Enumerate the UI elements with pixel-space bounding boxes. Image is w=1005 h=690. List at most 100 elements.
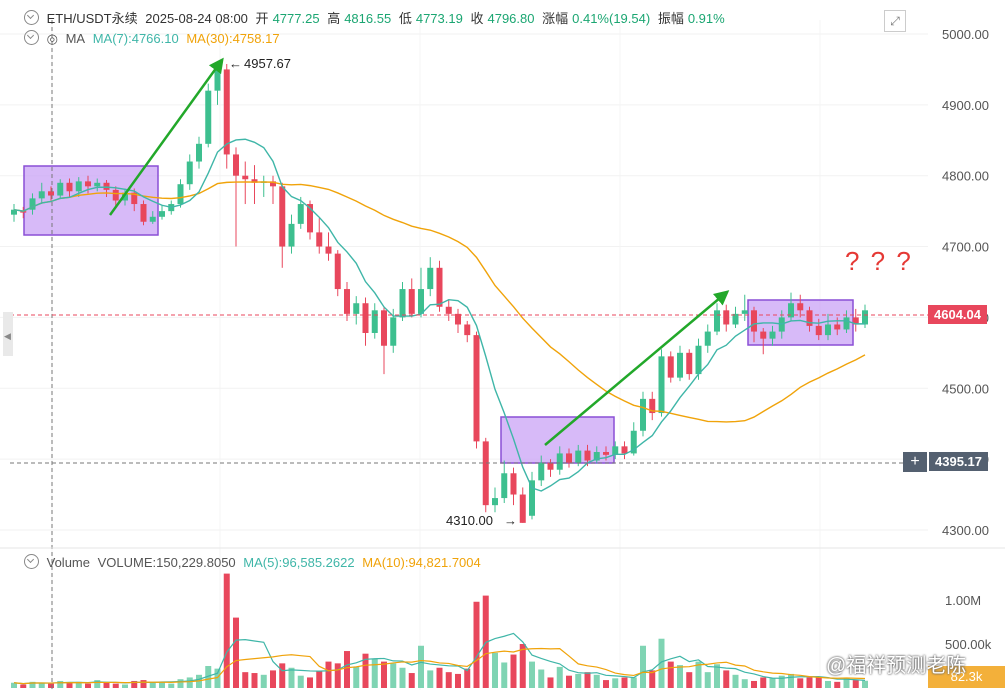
candle-body xyxy=(196,143,202,162)
volume-bar xyxy=(547,677,554,688)
open-value: 4777.25 xyxy=(272,11,320,26)
volume-bar xyxy=(843,678,850,688)
volume-bar xyxy=(38,682,45,688)
volume-bar xyxy=(797,678,804,688)
candle-body xyxy=(621,446,628,454)
volume-bar xyxy=(788,673,794,688)
candle-body xyxy=(751,310,757,332)
volume-bar xyxy=(825,680,831,688)
volume-bar xyxy=(704,672,711,688)
volume-bar xyxy=(677,665,683,688)
candle-body xyxy=(658,356,665,414)
volume-collapse-icon[interactable] xyxy=(24,554,39,569)
volume-bar xyxy=(214,668,221,688)
candle-body xyxy=(242,175,249,180)
candle-body xyxy=(575,450,582,463)
fullscreen-icon[interactable]: ⤢ xyxy=(884,10,906,32)
candle-body xyxy=(399,289,406,318)
volume-ma10-line xyxy=(13,647,866,685)
candle-body xyxy=(695,345,702,375)
candle-body xyxy=(852,317,859,325)
candle-body xyxy=(223,69,230,155)
candle-body xyxy=(538,462,545,481)
volume-bar xyxy=(279,663,286,688)
price-tick: 4500.00 xyxy=(942,381,989,396)
volume-bar xyxy=(223,573,230,688)
volume-bar xyxy=(390,663,397,688)
candle-body xyxy=(186,161,193,185)
volume-bar xyxy=(658,638,665,688)
candle-body xyxy=(75,181,82,192)
candle-body xyxy=(519,494,526,523)
candle-body xyxy=(94,182,101,187)
candle-body xyxy=(445,306,452,314)
candle-body xyxy=(334,253,341,290)
low-value: 4773.19 xyxy=(415,11,463,26)
volume-bar xyxy=(778,675,785,688)
candle-body xyxy=(815,325,822,336)
candle-body xyxy=(297,204,304,224)
volume-bar xyxy=(75,681,82,688)
high-label-header: 高 xyxy=(327,11,341,26)
low-label-header: 低 xyxy=(398,11,412,26)
candle-body xyxy=(29,198,36,210)
collapse-icon[interactable] xyxy=(24,10,39,25)
candle-body xyxy=(251,179,258,183)
candle-body xyxy=(593,452,600,461)
volume-bar xyxy=(806,677,813,688)
amplitude-label: 振幅 xyxy=(657,11,684,26)
volume-bar xyxy=(862,680,868,688)
open-label: 开 xyxy=(255,11,269,26)
candle-body xyxy=(48,191,54,196)
candle-body xyxy=(288,223,295,247)
volume-bar xyxy=(492,652,498,688)
volume-bar xyxy=(288,667,295,688)
candle-body xyxy=(556,453,563,470)
candle-body xyxy=(427,267,434,290)
ma-collapse-icon[interactable] xyxy=(24,30,39,45)
candle-body xyxy=(177,184,184,205)
volume-bar xyxy=(436,667,443,688)
volume-bar xyxy=(186,677,193,688)
candle-body xyxy=(797,303,804,311)
candle-body xyxy=(122,192,128,201)
candle-body xyxy=(640,398,646,431)
candle-body xyxy=(436,267,443,307)
candle-body xyxy=(547,462,554,470)
change-label: 涨幅 xyxy=(542,11,569,26)
candle-body xyxy=(714,310,720,332)
volume-bar xyxy=(344,651,350,688)
candle-body xyxy=(630,430,637,454)
volume-bar xyxy=(852,680,859,688)
candle-body xyxy=(862,310,868,325)
candle-body xyxy=(11,209,17,215)
candle-body xyxy=(529,480,535,516)
volume-tick: 1.00M xyxy=(945,593,981,608)
volume-bar xyxy=(112,683,119,688)
crosshair-plus-icon[interactable]: + xyxy=(903,452,927,472)
volume-bar xyxy=(122,684,128,688)
eye-icon[interactable]: ◎ xyxy=(46,31,58,46)
candle-body xyxy=(760,331,767,339)
candle-body xyxy=(233,154,239,176)
volume-bar xyxy=(159,681,165,688)
candle-body xyxy=(149,216,156,222)
volume-bar xyxy=(260,674,267,688)
scroll-handle[interactable] xyxy=(3,312,13,356)
volume-label: Volume xyxy=(46,555,90,570)
ma7-line xyxy=(13,138,865,492)
volume-tick: 500.00k xyxy=(945,637,992,652)
volume-value: VOLUME:150,229.8050 xyxy=(97,555,236,570)
price-tick: 4700.00 xyxy=(942,240,989,255)
candle-body xyxy=(769,331,776,339)
watermark: @福祥预测老陈 xyxy=(826,655,967,677)
volume-bar xyxy=(510,654,517,688)
high-label: 4957.67 xyxy=(244,56,291,71)
volume-bar xyxy=(501,662,508,688)
volume-bar xyxy=(695,661,702,688)
volume-bar xyxy=(325,661,332,688)
volume-bar xyxy=(168,683,175,688)
volume-ma10: MA(10):94,821.7004 xyxy=(362,555,481,570)
volume-bar xyxy=(427,670,434,688)
